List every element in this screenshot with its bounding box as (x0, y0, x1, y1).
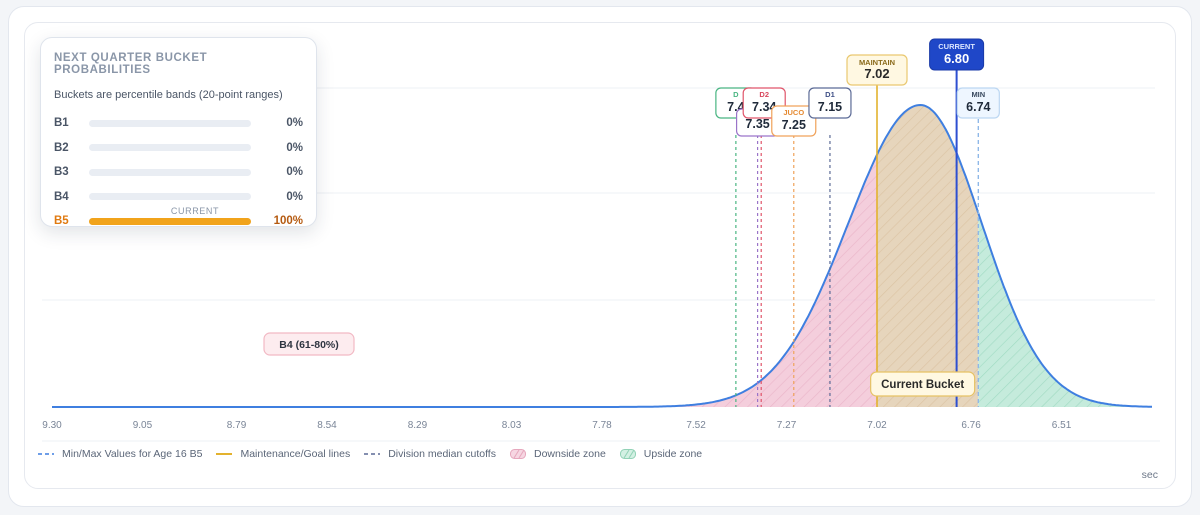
legend-label: Min/Max Values for Age 16 B5 (62, 448, 203, 460)
probability-row-b1: B1 0% (54, 111, 303, 136)
legend-item: Min/Max Values for Age 16 B5 (38, 448, 202, 460)
bucket-name: B3 (54, 166, 69, 179)
x-tick-label: 9.30 (42, 420, 62, 431)
min-label-value: 6.74 (966, 100, 990, 114)
probability-row-b4: B4 0% (54, 185, 303, 210)
x-tick-label: 6.76 (961, 420, 981, 431)
probability-value: 0% (286, 117, 303, 130)
bucket-name: B2 (54, 141, 69, 154)
x-tick-label: 7.78 (592, 420, 612, 431)
x-tick-label: 7.27 (777, 420, 797, 431)
x-tick-label: 6.51 (1052, 420, 1072, 431)
probability-value: 0% (286, 166, 303, 179)
legend-label: Upside zone (643, 448, 703, 460)
probability-row-b2: B2 0% (54, 136, 303, 161)
bucket-annotation-box (263, 332, 355, 356)
juco-label-title: JUCO (783, 108, 804, 117)
density-curve (52, 103, 1152, 408)
naia-label-title: D (733, 90, 739, 99)
current-label-box (929, 38, 985, 71)
bucket-name: B4 (54, 190, 69, 203)
probability-value: 100% (273, 215, 303, 228)
chart-legend: Min/Max Values for Age 16 B5 Maintenance/… (38, 448, 716, 460)
min-label-title: MIN (971, 90, 985, 99)
min-label-box (956, 87, 1000, 119)
current-bucket-text: Current Bucket (881, 379, 964, 391)
downside-zone (52, 154, 877, 407)
probability-row-b5: B5 100% CURRENT (54, 206, 303, 234)
current-bucket-zone (877, 105, 979, 407)
d3-label-value: 7.35 (745, 117, 769, 131)
dashed-gray-line-icon (364, 449, 381, 459)
current-bucket-box (870, 371, 976, 397)
x-tick-label: 7.02 (867, 420, 887, 431)
probability-bar (89, 217, 251, 225)
x-axis-unit-label: sec (1141, 469, 1158, 481)
x-tick-label: 8.03 (502, 420, 522, 431)
maintain-label-value: 7.02 (864, 66, 889, 81)
bucket-annotation: B4 (61-80%) (263, 332, 355, 356)
bucket-name: B5 (54, 215, 69, 228)
x-tick-label: 8.29 (408, 420, 428, 431)
maintain-label-box (846, 54, 908, 86)
legend-label: Division median cutoffs (388, 448, 496, 460)
probability-bar (89, 193, 251, 201)
dashed-blue-line-icon (38, 449, 54, 459)
legend-item: Maintenance/Goal lines (216, 448, 350, 460)
d1-label-value: 7.15 (818, 100, 842, 114)
legend-item: Downside zone (509, 448, 606, 460)
probabilities-subtitle: Buckets are percentile bands (20-point r… (54, 89, 283, 101)
green-hatched-swatch-icon (619, 449, 636, 459)
probability-bar (89, 168, 251, 176)
d2-label-value: 7.34 (752, 100, 776, 114)
probability-value: 0% (286, 190, 303, 203)
d1-label-title: D1 (825, 90, 835, 99)
pink-hatched-swatch-icon (509, 449, 526, 459)
solid-gold-line-icon (216, 449, 233, 459)
d2-label-title: D2 (759, 90, 769, 99)
probability-row-b3: B3 0% (54, 160, 303, 185)
legend-item: Division median cutoffs (364, 448, 496, 460)
probability-bar (89, 119, 251, 127)
d1-label-box (808, 87, 852, 119)
legend-label: Maintenance/Goal lines (240, 448, 351, 460)
probability-bar (89, 144, 251, 152)
legend-item: Upside zone (619, 448, 703, 460)
current-label-value: 6.80 (944, 51, 969, 66)
juco-label-value: 7.25 (782, 118, 806, 132)
legend-label: Downside zone (533, 448, 606, 460)
current-label-title: CURRENT (938, 42, 975, 51)
maintain-label-title: MAINTAIN (859, 58, 895, 67)
upside-zone (978, 213, 1152, 407)
juco-label-box (771, 105, 817, 137)
probabilities-title: NEXT QUARTER BUCKET PROBABILITIES (54, 52, 208, 76)
current-bucket-badge: Current Bucket (870, 371, 976, 397)
current-bucket-tag: CURRENT (170, 206, 220, 216)
x-tick-label: 8.79 (227, 420, 247, 431)
bucket-probabilities-card: NEXT QUARTER BUCKET PROBABILITIES Bucket… (40, 37, 317, 227)
probability-value: 0% (286, 141, 303, 154)
x-tick-label: 7.52 (686, 420, 706, 431)
bucket-name: B1 (54, 117, 69, 130)
probability-rows: B1 0% B2 0% B3 0% B4 0% B5 100% CURRENT (54, 111, 303, 234)
x-tick-label: 9.05 (133, 420, 153, 431)
bucket-annotation-text: B4 (61-80%) (279, 339, 339, 351)
d1-label: D17.15 (808, 87, 852, 119)
x-tick-label: 8.54 (317, 420, 337, 431)
probability-bar-fill (89, 217, 251, 225)
